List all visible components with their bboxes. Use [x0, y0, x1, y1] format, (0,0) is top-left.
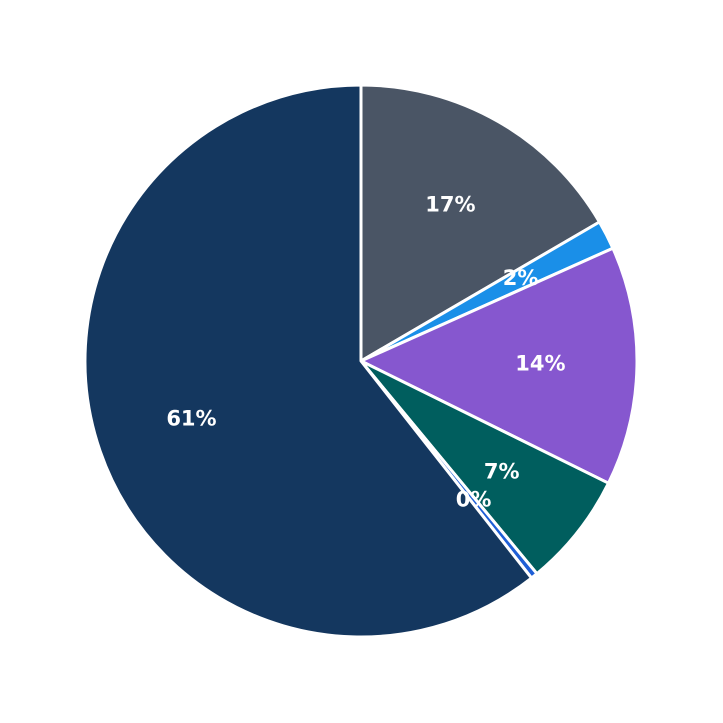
- slice-label: 7%: [484, 459, 520, 483]
- slice-label: 14%: [515, 351, 565, 375]
- slice-label: 17%: [425, 192, 475, 216]
- slice-label: 0%: [456, 488, 492, 512]
- pie-slice: [359, 246, 639, 485]
- pie-slice: [359, 359, 610, 576]
- pie-slice: [359, 83, 601, 363]
- slice-label: 2%: [503, 266, 539, 290]
- slice-label: 61%: [166, 407, 216, 431]
- pie-slice: [83, 83, 534, 639]
